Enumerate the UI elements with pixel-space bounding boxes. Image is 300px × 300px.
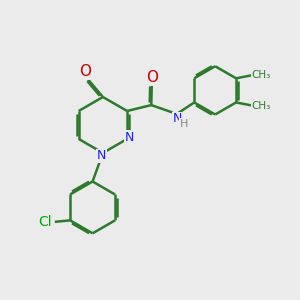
Text: CH₃: CH₃: [251, 70, 270, 80]
Text: N: N: [173, 112, 182, 125]
Text: N: N: [97, 149, 106, 162]
Text: O: O: [79, 64, 91, 79]
Text: CH₃: CH₃: [251, 101, 270, 111]
Text: O: O: [146, 70, 158, 85]
Text: H: H: [179, 118, 188, 129]
Text: Cl: Cl: [39, 215, 52, 229]
Text: N: N: [125, 131, 134, 144]
